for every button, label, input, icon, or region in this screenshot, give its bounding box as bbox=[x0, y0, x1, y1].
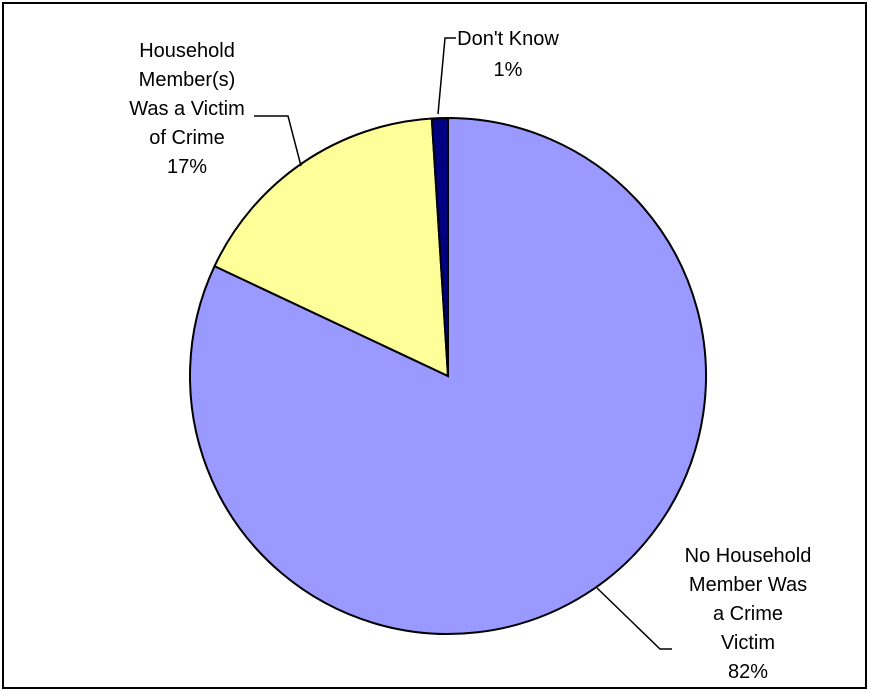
data-label-line: Member Was bbox=[689, 574, 807, 596]
data-label-line: 82% bbox=[728, 661, 768, 683]
leader-line-3 bbox=[437, 37, 456, 115]
leader-lines bbox=[254, 37, 672, 650]
data-label-line: No Household bbox=[685, 545, 812, 567]
data-labels: No Household Member Was a Crime Victim 82% Ho… bbox=[129, 28, 811, 683]
data-label-line: Don't Know bbox=[457, 28, 559, 50]
leader-line-2 bbox=[254, 115, 302, 167]
pie-slice-2 bbox=[213, 117, 450, 378]
data-label-line: 17% bbox=[167, 156, 207, 178]
pie-slices bbox=[189, 116, 707, 635]
data-label-line: 1% bbox=[494, 59, 523, 81]
pie-slice-3 bbox=[430, 116, 449, 377]
data-label-3: Don't Know 1% bbox=[457, 28, 559, 81]
leader-line-1 bbox=[596, 587, 672, 650]
data-label-line: Victim bbox=[721, 632, 775, 654]
data-label-line: Household bbox=[139, 40, 235, 62]
data-label-line: Was a Victim bbox=[129, 98, 245, 120]
data-label-line: Member(s) bbox=[139, 69, 236, 91]
data-label-line: a Crime bbox=[713, 603, 783, 625]
data-label-2: Household Member(s) Was a Victim of Crime 17… bbox=[129, 40, 245, 178]
data-label-line: of Crime bbox=[149, 127, 225, 149]
data-label-1: No Household Member Was a Crime Victim 82% bbox=[685, 545, 812, 683]
